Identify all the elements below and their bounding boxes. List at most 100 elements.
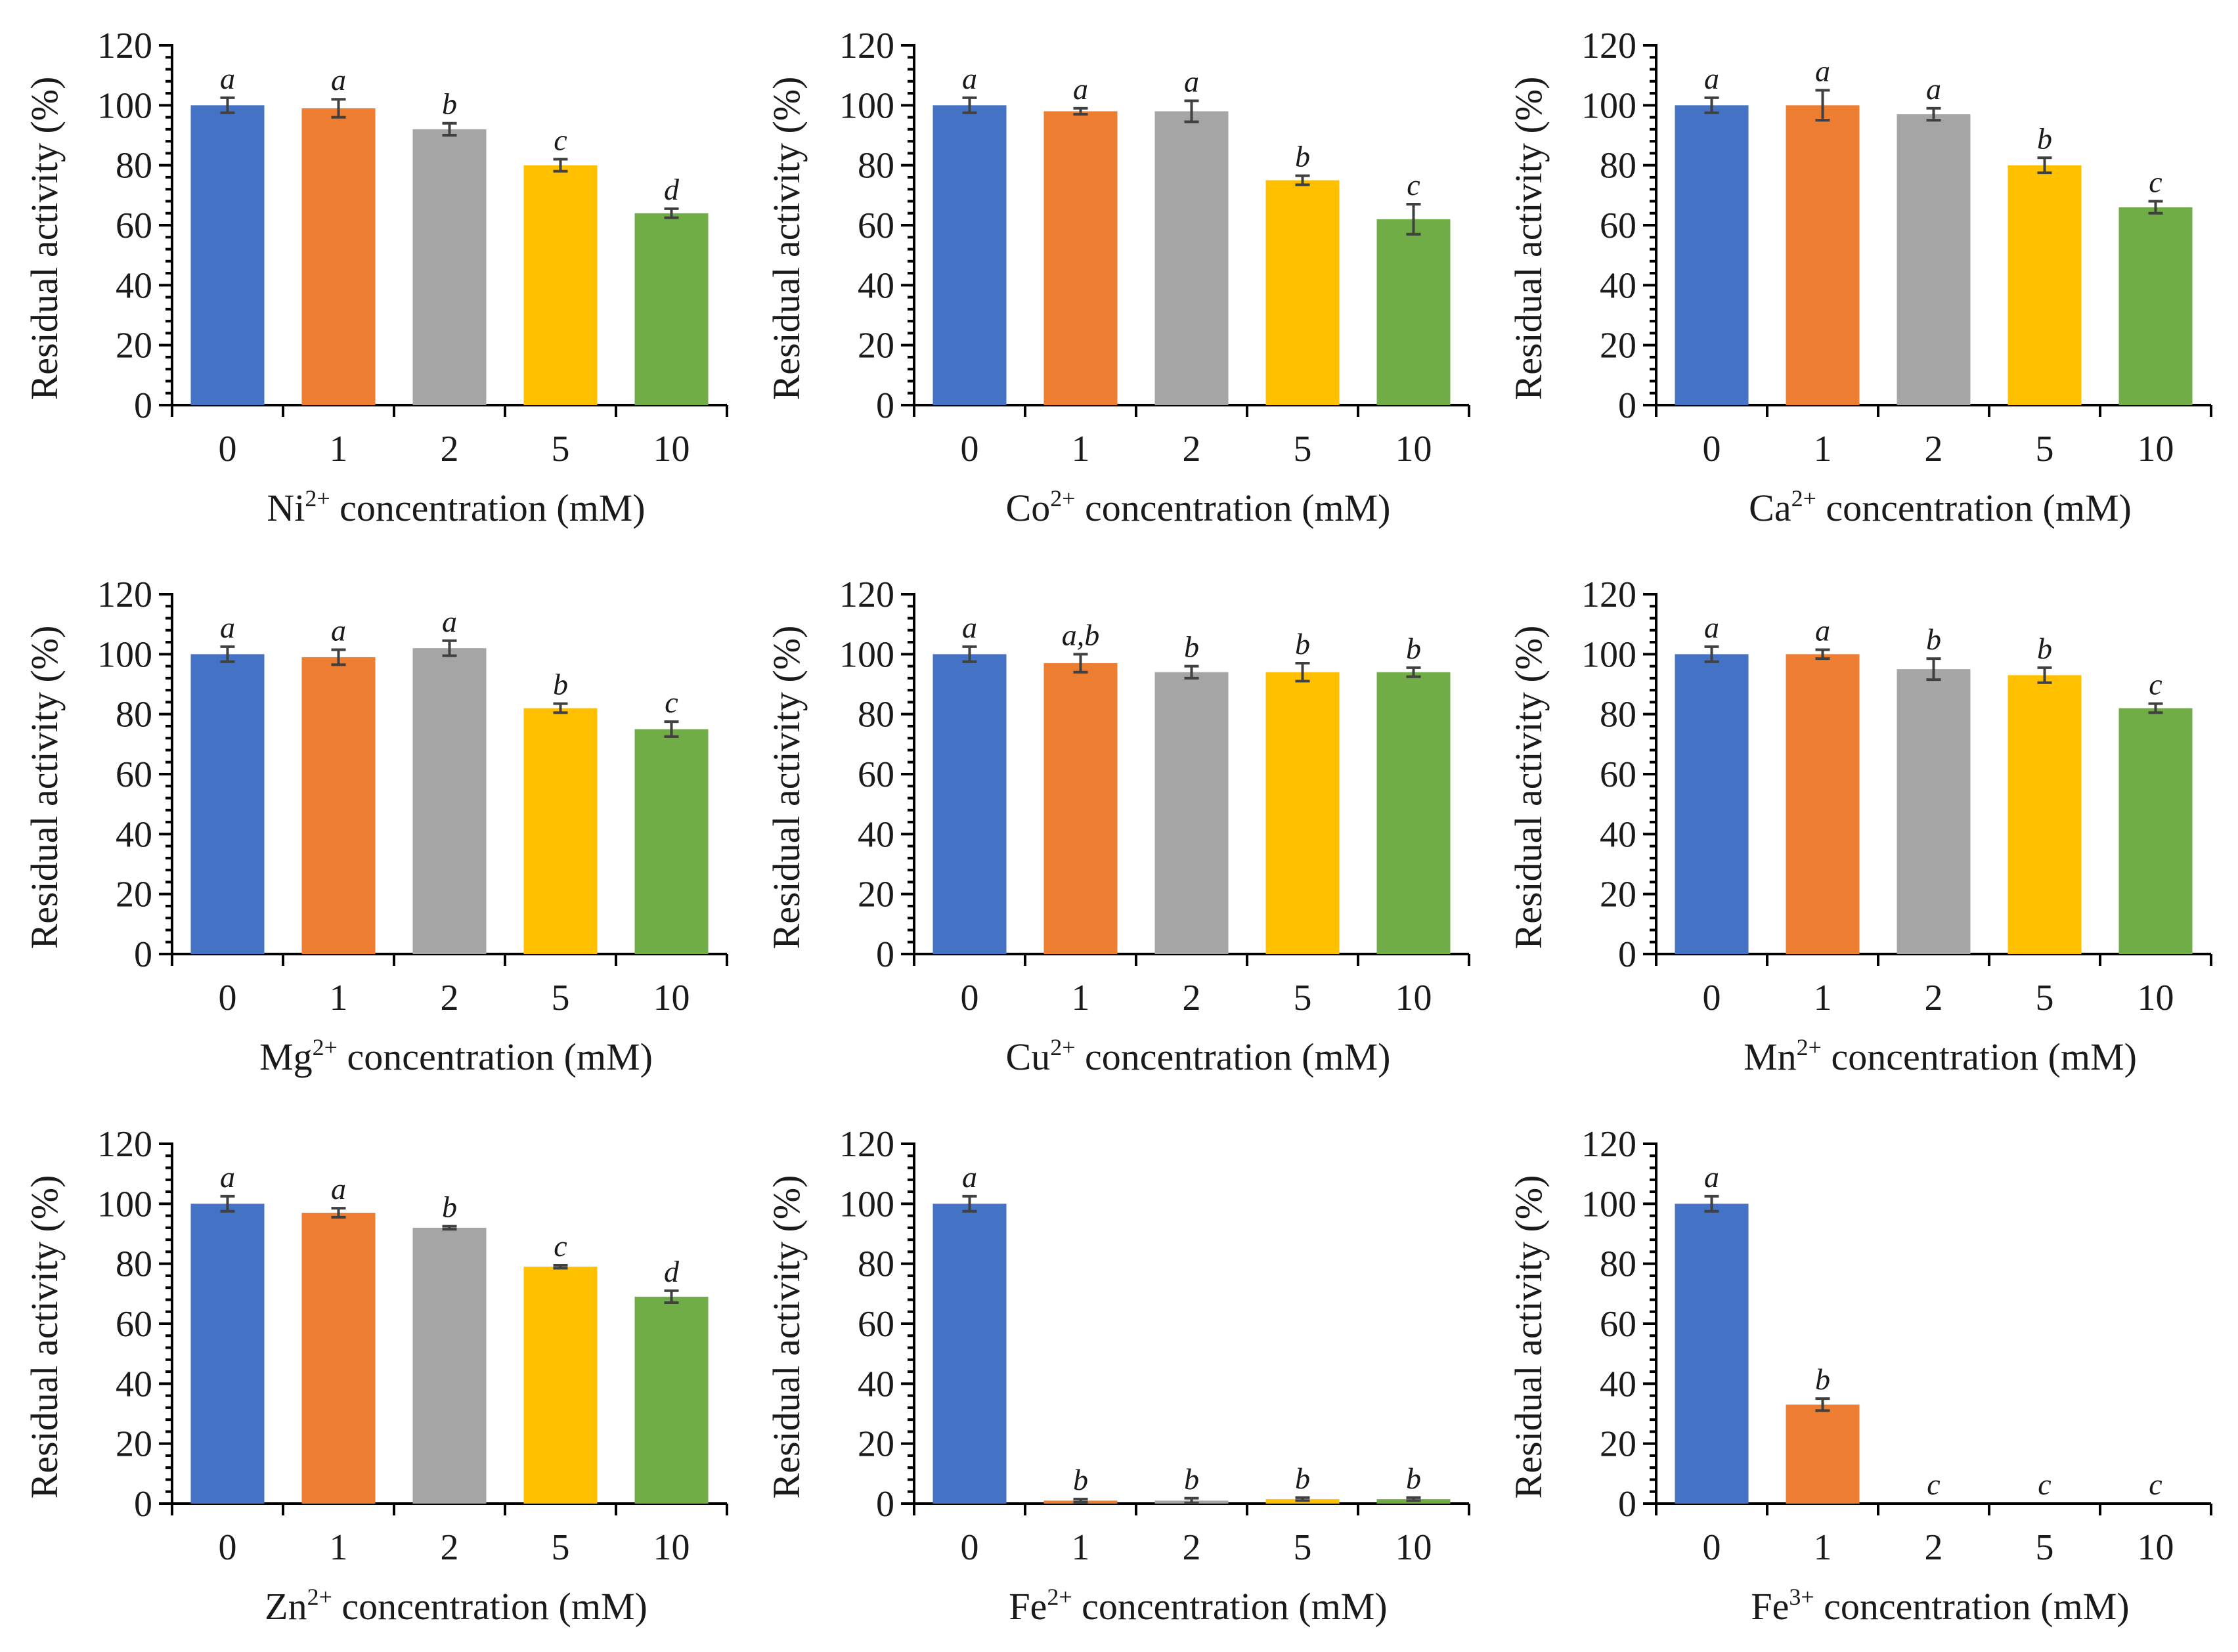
bar-1mm xyxy=(301,108,376,405)
significance-letter: d xyxy=(664,173,680,206)
error-bar xyxy=(1815,1397,1830,1412)
x-axis-title: Ca2+ concentration (mM) xyxy=(1749,485,2132,529)
significance-letter: a xyxy=(220,62,235,95)
error-bar xyxy=(331,648,346,666)
significance-letter: d xyxy=(664,1255,680,1288)
bar-1mm xyxy=(1786,654,1860,954)
y-tick-label: 0 xyxy=(876,1484,894,1525)
y-axis-title: Residual activity (%) xyxy=(23,77,66,401)
bar-2mm xyxy=(1154,111,1229,405)
error-bar xyxy=(2037,666,2052,684)
y-tick-label: 20 xyxy=(116,875,152,915)
x-tick-label: 10 xyxy=(653,1527,690,1568)
error-bar xyxy=(220,645,235,663)
error-bar xyxy=(1926,106,1941,122)
bar-1mm xyxy=(1786,1404,1860,1504)
error-bar xyxy=(1406,1496,1421,1502)
bar-0mm xyxy=(1675,1204,1749,1504)
error-bar xyxy=(664,720,679,738)
y-tick-label: 0 xyxy=(134,934,152,975)
y-tick-label: 20 xyxy=(858,875,894,915)
y-tick-label: 60 xyxy=(1600,754,1636,795)
bar-0mm xyxy=(932,105,1007,406)
bar-2mm xyxy=(1154,672,1229,954)
significance-letter: a xyxy=(962,611,977,644)
y-axis-title: Residual activity (%) xyxy=(765,1175,808,1499)
bar-0mm xyxy=(1675,654,1749,954)
error-bar xyxy=(962,96,977,114)
bar-10mm xyxy=(634,213,709,405)
x-tick-label: 10 xyxy=(1395,1527,1432,1568)
bar-5mm xyxy=(1265,180,1340,405)
y-tick-label: 40 xyxy=(858,1364,894,1404)
x-axis-title: Zn2+ concentration (mM) xyxy=(265,1584,647,1628)
y-tick-label: 120 xyxy=(839,1124,894,1165)
bar-10mm xyxy=(2118,708,2193,954)
significance-letter: a xyxy=(331,613,346,647)
x-tick-label: 10 xyxy=(1395,978,1432,1018)
significance-letter: a xyxy=(220,1160,235,1194)
y-tick-label: 40 xyxy=(1600,1364,1636,1404)
error-bar xyxy=(1073,106,1088,116)
error-bar xyxy=(1815,648,1830,661)
x-tick-label: 2 xyxy=(1925,978,1943,1018)
y-tick-label: 40 xyxy=(858,814,894,855)
y-tick-label: 20 xyxy=(858,326,894,366)
x-tick-label: 5 xyxy=(552,429,570,469)
significance-letter: c xyxy=(554,123,567,157)
significance-letter: a xyxy=(331,1172,346,1206)
y-tick-label: 100 xyxy=(1581,1184,1636,1225)
significance-letter: c xyxy=(665,685,678,719)
y-tick-label: 80 xyxy=(1600,695,1636,735)
y-axis-title: Residual activity (%) xyxy=(23,626,66,949)
error-bar xyxy=(553,158,568,173)
bar-0mm xyxy=(190,1204,265,1504)
y-tick-label: 40 xyxy=(1600,814,1636,855)
significance-letter: c xyxy=(2038,1467,2051,1501)
y-tick-label: 60 xyxy=(116,1304,152,1345)
chart-panel-zn2: 0 20 40 60 80 100 120 a 0 a 1 b 2 c 5 d 10 Residual activ… xyxy=(23,1124,728,1628)
significance-letter: c xyxy=(2149,165,2162,198)
x-tick-label: 1 xyxy=(1814,1527,1832,1568)
significance-letter: a xyxy=(1815,54,1830,88)
significance-letter: a xyxy=(1184,64,1199,98)
x-tick-label: 10 xyxy=(653,429,690,469)
x-tick-label: 2 xyxy=(441,1527,459,1568)
significance-letter: b xyxy=(1926,622,1941,656)
y-tick-label: 80 xyxy=(116,1244,152,1285)
bar-10mm xyxy=(1376,219,1451,405)
x-tick-label: 5 xyxy=(2036,1527,2054,1568)
bar-2mm xyxy=(412,129,487,405)
error-bar xyxy=(1704,645,1719,663)
significance-letter: b xyxy=(1073,1463,1088,1496)
x-tick-label: 2 xyxy=(1183,429,1201,469)
bar-2mm xyxy=(412,1227,487,1504)
error-bar xyxy=(962,1194,977,1213)
y-axis-title: Residual activity (%) xyxy=(1507,77,1550,401)
error-bar xyxy=(442,639,457,657)
y-tick-label: 80 xyxy=(1600,1244,1636,1285)
error-bar xyxy=(664,1289,679,1305)
x-tick-label: 2 xyxy=(441,978,459,1018)
x-axis-title: Fe2+ concentration (mM) xyxy=(1009,1584,1387,1628)
bar-0mm xyxy=(190,105,265,406)
x-tick-label: 10 xyxy=(1395,429,1432,469)
y-tick-label: 60 xyxy=(116,206,152,246)
bar-5mm xyxy=(523,165,598,405)
bar-5mm xyxy=(523,1267,598,1504)
error-bar xyxy=(1295,1496,1310,1502)
x-tick-label: 2 xyxy=(441,429,459,469)
significance-letter: c xyxy=(1927,1467,1940,1501)
y-tick-label: 60 xyxy=(858,206,894,246)
y-tick-label: 80 xyxy=(858,1244,894,1285)
significance-letter: b xyxy=(553,668,568,701)
y-tick-label: 120 xyxy=(1581,26,1636,66)
significance-letter: b xyxy=(1295,140,1310,173)
y-tick-label: 40 xyxy=(858,265,894,306)
bar-0mm xyxy=(932,1204,1007,1504)
x-tick-label: 0 xyxy=(961,429,979,469)
y-tick-label: 120 xyxy=(839,575,894,615)
chart-panel-ca2: 0 20 40 60 80 100 120 a 0 a 1 a 2 b 5 c 10 Residual activ… xyxy=(1507,26,2212,529)
error-bar xyxy=(1406,666,1421,678)
error-bar xyxy=(2148,702,2163,714)
